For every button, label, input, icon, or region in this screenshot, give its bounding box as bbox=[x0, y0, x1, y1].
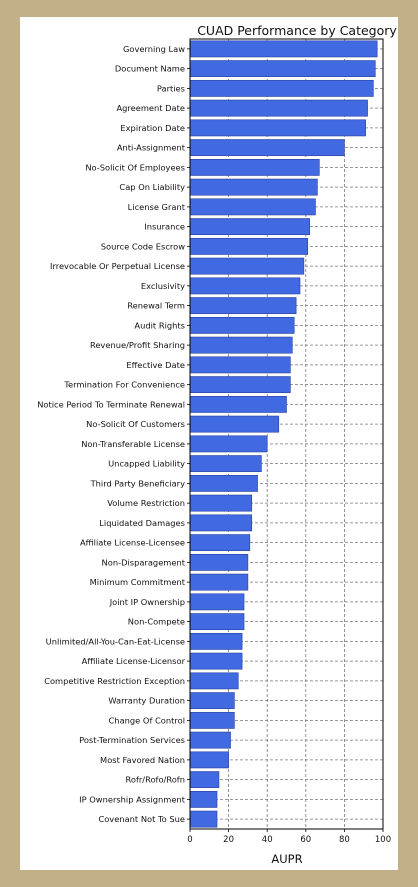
category-label: Exclusivity bbox=[141, 281, 185, 291]
bar bbox=[189, 711, 235, 729]
category-label: License Grant bbox=[128, 202, 186, 212]
bar bbox=[189, 99, 368, 117]
category-label: Competitive Restriction Exception bbox=[44, 676, 185, 686]
bar bbox=[189, 534, 251, 552]
category-label: Uncapped Liability bbox=[108, 459, 185, 469]
bar bbox=[189, 60, 376, 78]
bar bbox=[189, 652, 243, 670]
category-label: Covenant Not To Sue bbox=[98, 814, 185, 824]
bar bbox=[189, 376, 291, 394]
category-label: Source Code Escrow bbox=[101, 241, 185, 251]
x-tick-label: 40 bbox=[262, 835, 273, 845]
category-label: Governing Law bbox=[123, 44, 185, 54]
x-tick-label: 0 bbox=[187, 835, 192, 845]
category-label: Document Name bbox=[115, 64, 185, 74]
x-tick-label: 100 bbox=[375, 835, 391, 845]
chart-title: CUAD Performance by Category bbox=[197, 23, 397, 38]
bar bbox=[189, 178, 318, 196]
category-label: IP Ownership Assignment bbox=[79, 794, 186, 804]
category-label: Irrevocable Or Perpetual License bbox=[50, 261, 185, 271]
category-label: Affiliate License-Licensor bbox=[82, 656, 186, 666]
bar bbox=[189, 316, 295, 334]
x-tick-label: 80 bbox=[339, 835, 350, 845]
bar bbox=[189, 593, 245, 611]
bar bbox=[189, 613, 245, 631]
bar bbox=[189, 237, 309, 255]
bars bbox=[189, 40, 378, 828]
bar bbox=[189, 415, 280, 433]
bar bbox=[189, 731, 231, 749]
bar bbox=[189, 139, 345, 157]
bar bbox=[189, 790, 218, 808]
category-label: Warranty Duration bbox=[108, 696, 185, 706]
bar bbox=[189, 297, 297, 315]
category-label: Audit Rights bbox=[134, 320, 185, 330]
category-label: Rofr/Rofo/Rofn bbox=[125, 775, 185, 785]
category-label: Post-Termination Services bbox=[79, 735, 185, 745]
category-label: Parties bbox=[157, 83, 185, 93]
bar bbox=[189, 198, 316, 216]
category-label: Unlimited/All-You-Can-Eat-License bbox=[46, 636, 185, 646]
bar-chart: CUAD Performance by Category Governing L… bbox=[37, 23, 397, 866]
bar bbox=[189, 751, 229, 769]
bar bbox=[189, 553, 249, 571]
plot-frame bbox=[189, 38, 384, 830]
bar bbox=[189, 810, 218, 828]
category-label: Change Of Control bbox=[109, 715, 185, 725]
category-label: No-Solicit Of Employees bbox=[85, 162, 185, 172]
category-label: Volume Restriction bbox=[107, 498, 185, 508]
category-label: Termination For Convenience bbox=[63, 380, 185, 390]
bar bbox=[189, 494, 253, 512]
bar bbox=[189, 395, 287, 413]
category-label: Cap On Liability bbox=[119, 182, 185, 192]
category-label: Minimum Commitment bbox=[90, 577, 186, 587]
bar bbox=[189, 455, 262, 473]
bar bbox=[189, 218, 310, 236]
category-label: Renewal Term bbox=[127, 301, 185, 311]
chart-panel: CUAD Performance by Category Governing L… bbox=[20, 17, 398, 870]
category-label: Most Favored Nation bbox=[100, 755, 185, 765]
bar bbox=[189, 771, 220, 789]
category-label: Third Party Beneficiary bbox=[90, 478, 185, 488]
bar bbox=[189, 632, 243, 650]
category-label: Joint IP Ownership bbox=[109, 597, 185, 607]
x-tick-label: 20 bbox=[223, 835, 234, 845]
category-label: No-Solicit Of Customers bbox=[86, 419, 185, 429]
category-label: Liquidated Damages bbox=[99, 518, 185, 528]
x-axis-ticks: 0 20 40 60 80 100 bbox=[187, 829, 391, 845]
category-label: Affiliate License-Licensee bbox=[80, 538, 185, 548]
category-label: Agreement Date bbox=[116, 103, 185, 113]
bar bbox=[189, 119, 366, 137]
bar bbox=[189, 692, 235, 710]
category-label: Non-Compete bbox=[128, 617, 185, 627]
category-label: Revenue/Profit Sharing bbox=[90, 340, 185, 350]
bar bbox=[189, 514, 253, 532]
bar bbox=[189, 435, 268, 453]
bar bbox=[189, 257, 305, 275]
category-label: Insurance bbox=[144, 222, 185, 232]
bar bbox=[189, 336, 293, 354]
bar bbox=[189, 672, 239, 690]
category-label: Effective Date bbox=[126, 360, 185, 370]
category-label: Non-Disparagement bbox=[102, 557, 186, 567]
x-tick-label: 60 bbox=[300, 835, 311, 845]
category-label: Non-Transferable License bbox=[81, 439, 185, 449]
category-label: Anti-Assignment bbox=[117, 143, 186, 153]
bar bbox=[189, 158, 320, 176]
x-axis-label: AUPR bbox=[271, 852, 302, 866]
bar bbox=[189, 474, 258, 492]
bar bbox=[189, 573, 249, 591]
category-labels: Governing Law Document Name Parties Agreeme… bbox=[37, 44, 190, 824]
bar bbox=[189, 40, 378, 58]
category-label: Expiration Date bbox=[120, 123, 185, 133]
category-label: Notice Period To Terminate Renewal bbox=[37, 399, 185, 409]
bar bbox=[189, 277, 301, 295]
grid-lines bbox=[190, 39, 383, 829]
bar bbox=[189, 356, 291, 374]
bar bbox=[189, 79, 374, 97]
